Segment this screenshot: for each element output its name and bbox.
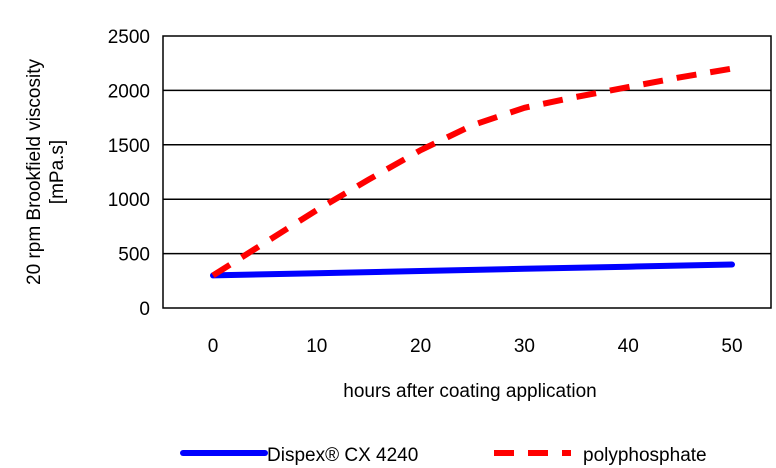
x-tick-label: 20 (410, 336, 431, 357)
y-axis-title-line-2: [mPa.s] (47, 140, 68, 204)
legend-label-dispex: Dispex® CX 4240 (267, 445, 418, 466)
legend-label-polyphosphate: polyphosphate (583, 445, 707, 466)
y-tick-label: 500 (118, 245, 150, 266)
legend: Dispex® CX 4240 polyphosphate (180, 445, 707, 466)
y-axis-title-line-1: 20 rpm Brookfield viscosity (24, 59, 45, 285)
y-tick-label: 0 (139, 299, 150, 320)
y-tick-label: 2000 (108, 81, 150, 102)
series-line-polyphosphate (211, 65, 733, 278)
x-tick-labels: 0 10 20 30 40 50 (208, 336, 743, 357)
x-tick-label: 50 (721, 336, 742, 357)
x-tick-label: 30 (514, 336, 535, 357)
y-tick-label: 1000 (108, 190, 150, 211)
y-tick-label: 1500 (108, 136, 150, 157)
y-tick-label: 2500 (108, 27, 150, 48)
series-line-dispex (210, 261, 735, 279)
y-tick-labels: 0 500 1000 1500 2000 2500 (108, 27, 150, 320)
series-lines (210, 65, 735, 279)
x-tick-label: 0 (208, 336, 219, 357)
grid (163, 89, 771, 255)
x-axis-title: hours after coating application (343, 381, 597, 402)
x-tick-label: 40 (618, 336, 639, 357)
x-tick-label: 10 (306, 336, 327, 357)
plot-frame (162, 35, 772, 309)
